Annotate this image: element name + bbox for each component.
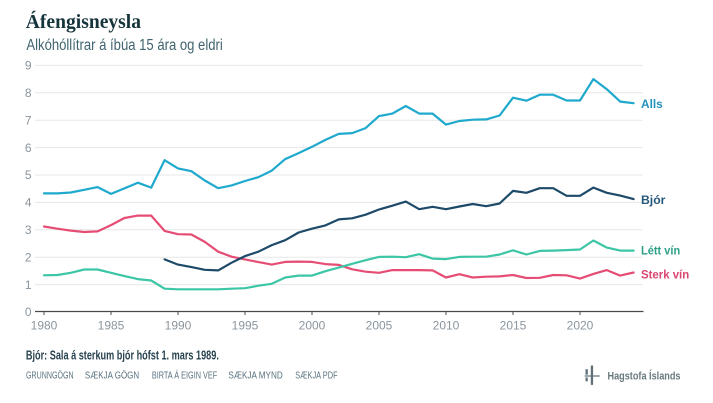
svg-text:6: 6 — [25, 141, 32, 155]
svg-text:2010: 2010 — [433, 319, 460, 333]
svg-text:Áfengisneysla: Áfengisneysla — [26, 10, 141, 33]
svg-text:Bjór: Sala á sterkum bjór hófs: Bjór: Sala á sterkum bjór hófst 1. mars … — [26, 349, 219, 363]
svg-text:1990: 1990 — [165, 319, 192, 333]
svg-text:Bjór: Bjór — [641, 193, 666, 207]
svg-text:4: 4 — [25, 196, 32, 210]
svg-text:Sterk vín: Sterk vín — [641, 267, 689, 281]
svg-text:GRUNNGÖGN: GRUNNGÖGN — [26, 370, 74, 382]
svg-text:BIRTA Á EIGIN VEF: BIRTA Á EIGIN VEF — [152, 369, 217, 382]
svg-text:SÆKJA GÖGN: SÆKJA GÖGN — [85, 370, 139, 382]
svg-text:1995: 1995 — [232, 319, 259, 333]
svg-text:Létt vín: Létt vín — [641, 244, 680, 258]
svg-text:2000: 2000 — [299, 319, 326, 333]
svg-text:2015: 2015 — [500, 319, 527, 333]
svg-text:SÆKJA PDF: SÆKJA PDF — [295, 371, 337, 382]
svg-text:SÆKJA MYND: SÆKJA MYND — [228, 371, 282, 382]
svg-text:9: 9 — [25, 59, 32, 73]
svg-text:8: 8 — [25, 86, 32, 100]
svg-text:2005: 2005 — [366, 319, 393, 333]
svg-text:1: 1 — [25, 278, 32, 292]
svg-text:Hagstofa Íslands: Hagstofa Íslands — [608, 369, 681, 382]
svg-text:3: 3 — [25, 223, 32, 237]
svg-text:1985: 1985 — [98, 319, 125, 333]
svg-text:7: 7 — [25, 113, 32, 127]
svg-text:1980: 1980 — [31, 319, 58, 333]
svg-text:2020: 2020 — [567, 319, 594, 333]
svg-text:5: 5 — [25, 168, 32, 182]
svg-text:0: 0 — [25, 305, 32, 319]
svg-text:Alkóhóllítrar á íbúa 15 ára og: Alkóhóllítrar á íbúa 15 ára og eldri — [26, 37, 222, 54]
svg-text:Alls: Alls — [641, 97, 663, 111]
svg-text:2: 2 — [25, 250, 32, 264]
